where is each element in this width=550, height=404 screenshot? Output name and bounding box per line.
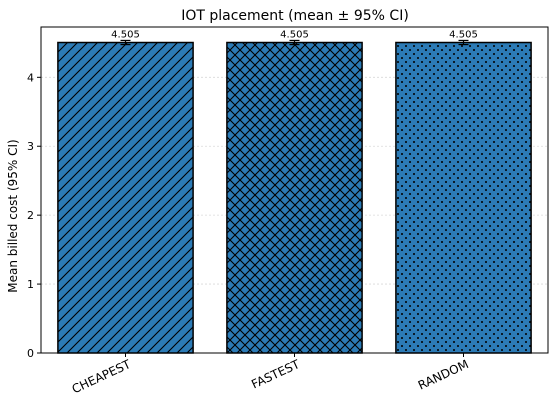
y-axis-label: Mean billed cost (95% CI) bbox=[6, 139, 20, 292]
x-axis-ticks: CHEAPEST FASTEST RANDOM bbox=[70, 353, 471, 396]
y-tick-label: 2 bbox=[27, 209, 34, 222]
bar-fastest bbox=[226, 41, 363, 354]
chart-title: IOT placement (mean ± 95% CI) bbox=[181, 8, 409, 24]
bar-random bbox=[395, 41, 532, 354]
y-tick-label: 4 bbox=[27, 71, 34, 84]
value-label: 4.505 bbox=[449, 29, 478, 40]
y-tick-label: 3 bbox=[27, 140, 34, 153]
error-bars bbox=[120, 39, 469, 46]
y-tick-label: 1 bbox=[27, 278, 34, 291]
x-tick-label-fastest: FASTEST bbox=[249, 357, 302, 392]
y-axis-ticks: 0 1 2 3 4 bbox=[27, 71, 41, 360]
value-label: 4.505 bbox=[111, 29, 140, 40]
value-label: 4.505 bbox=[280, 29, 309, 40]
value-labels: 4.505 4.505 4.505 bbox=[111, 29, 478, 40]
x-tick-label-random: RANDOM bbox=[416, 357, 471, 393]
bar-cheapest bbox=[57, 41, 194, 354]
bars bbox=[57, 41, 532, 354]
y-tick-label: 0 bbox=[27, 347, 34, 360]
x-tick-label-cheapest: CHEAPEST bbox=[70, 357, 134, 397]
